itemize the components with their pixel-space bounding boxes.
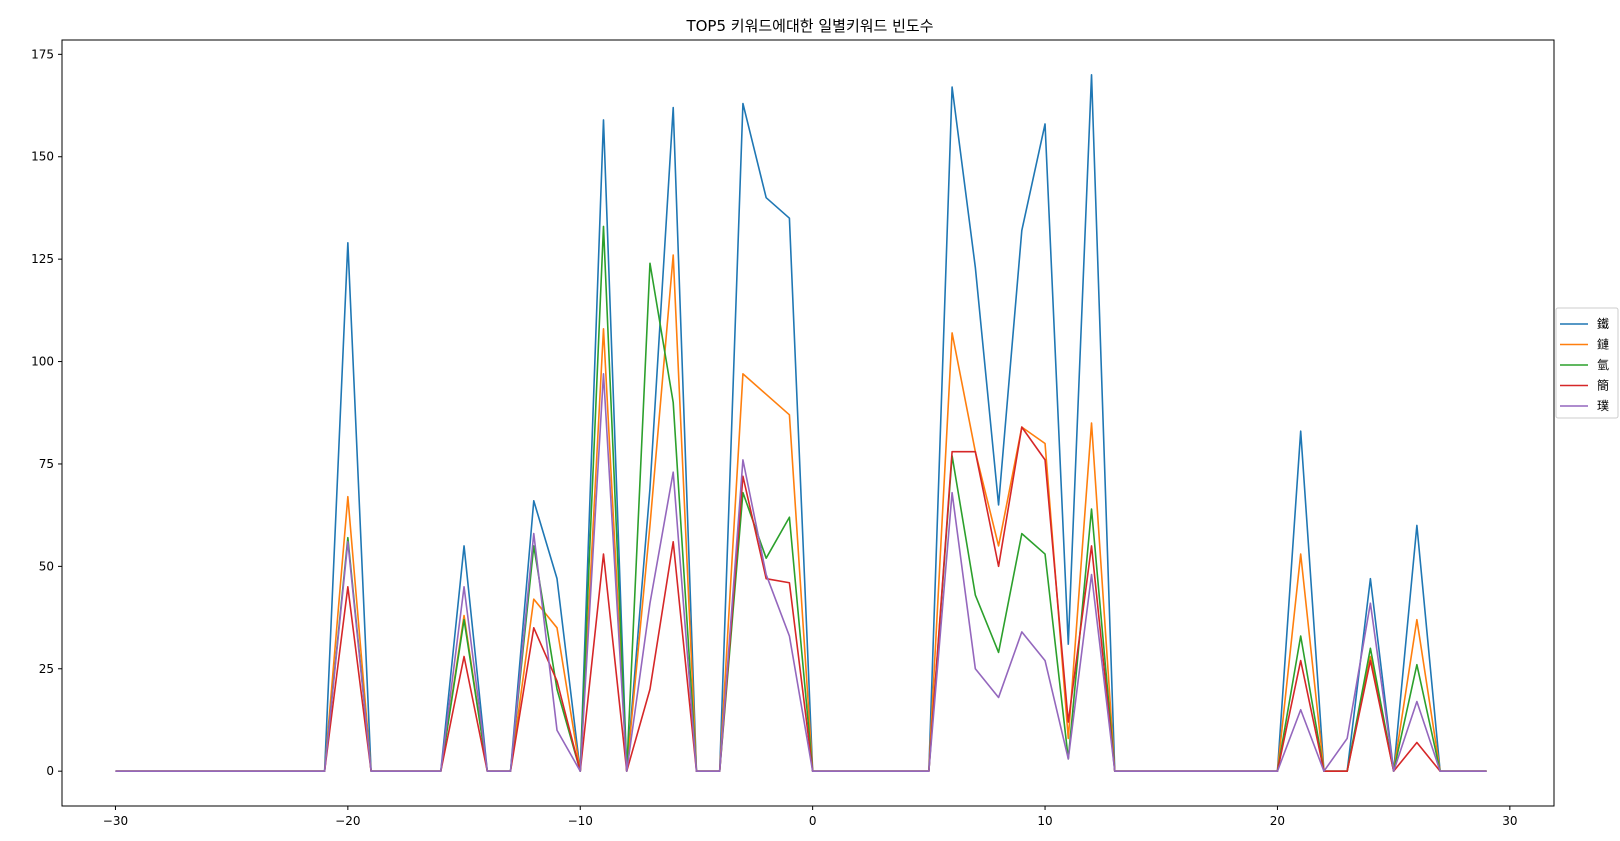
y-tick-label: 150 xyxy=(31,150,54,164)
chart-title: TOP5 키워드에대한 일별키워드 빈도수 xyxy=(685,17,933,35)
series-line-5 xyxy=(115,373,1487,772)
legend-frame xyxy=(1555,307,1619,419)
y-tick-label: 25 xyxy=(39,662,54,676)
plot-lines xyxy=(115,74,1487,772)
x-axis: −30 −20 −10 0 10 20 30 xyxy=(103,806,1517,828)
legend-label: 鏈 xyxy=(1597,337,1609,352)
plot-frame xyxy=(61,39,1555,807)
series-line-1 xyxy=(115,74,1487,772)
y-axis: 0 25 50 75 100 125 150 175 xyxy=(31,47,62,778)
x-tick-label: −20 xyxy=(335,814,360,828)
y-tick-label: 125 xyxy=(31,252,54,266)
x-tick-label: −30 xyxy=(103,814,128,828)
x-tick-label: 30 xyxy=(1502,814,1517,828)
y-tick-label: 50 xyxy=(39,559,54,573)
y-tick-label: 75 xyxy=(39,457,54,471)
legend-label: 簡 xyxy=(1597,378,1609,393)
y-tick-label: 100 xyxy=(31,355,54,369)
x-tick-label: −10 xyxy=(568,814,593,828)
legend-label: 鐵 xyxy=(1597,316,1609,331)
legend-label: 氫 xyxy=(1597,357,1609,372)
y-tick-label: 0 xyxy=(46,764,54,778)
x-tick-label: 10 xyxy=(1037,814,1052,828)
y-tick-label: 175 xyxy=(31,47,54,61)
x-tick-label: 0 xyxy=(809,814,817,828)
x-tick-label: 20 xyxy=(1270,814,1285,828)
legend-label: 璞 xyxy=(1597,399,1609,413)
